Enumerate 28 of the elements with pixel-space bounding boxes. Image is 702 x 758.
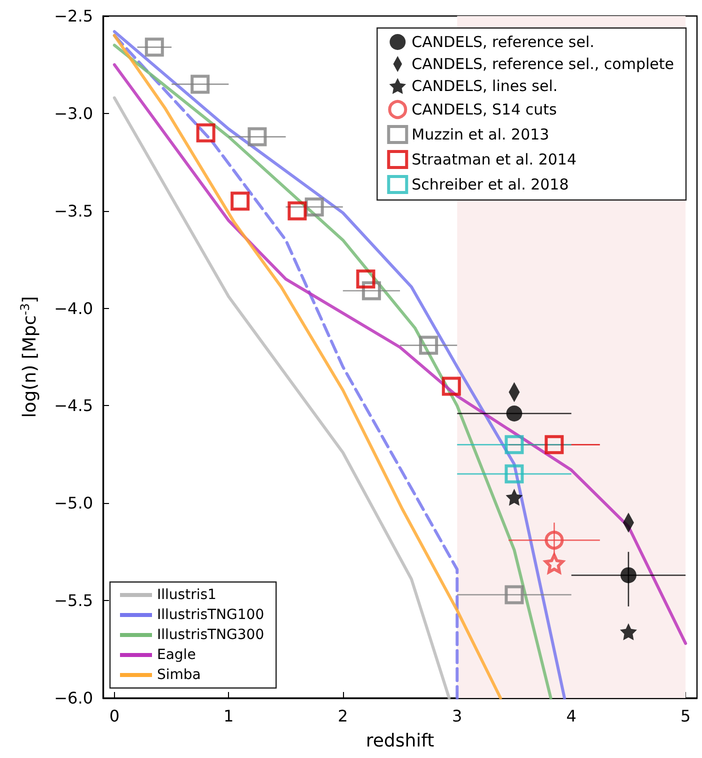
x-tick-label: 3: [452, 706, 462, 726]
legend-label: CANDELS, S14 cuts: [412, 100, 558, 118]
legend-label: Muzzin et al. 2013: [412, 126, 550, 144]
y-tick-label: −6.0: [54, 688, 93, 708]
y-tick-label: −4.5: [54, 396, 93, 416]
legend-label: Eagle: [157, 647, 196, 663]
legend-label: CANDELS, reference sel.: [412, 33, 594, 51]
y-tick-label: −5.0: [54, 494, 93, 513]
x-axis-title: redshift: [366, 730, 434, 752]
legend-label: Straatman et al. 2014: [412, 150, 577, 168]
x-tick-label: 0: [109, 706, 120, 726]
y-tick-label: −3.5: [54, 201, 93, 220]
legend-label: CANDELS, lines sel.: [412, 77, 558, 95]
y-tick-label: −5.5: [54, 591, 93, 610]
x-tick-label: 1: [224, 706, 234, 726]
y-tick-label: −3.0: [54, 104, 93, 123]
legend-label: CANDELS, reference sel., complete: [412, 55, 674, 73]
y-tick-label: −4.0: [54, 298, 93, 318]
legend-label: Simba: [157, 667, 201, 683]
x-tick-label: 4: [566, 706, 576, 726]
legend-label: Schreiber et al. 2018: [412, 176, 569, 194]
x-tick-label: 5: [680, 706, 691, 726]
y-tick-label: −2.5: [54, 6, 93, 26]
legend-label: Illustris1: [157, 587, 216, 603]
legend-label: IllustrisTNG100: [157, 607, 264, 623]
x-tick-label: 2: [338, 706, 348, 726]
y-axis-title: log(n) [Mpc-3]: [18, 296, 40, 418]
legend-label: IllustrisTNG300: [157, 627, 264, 643]
